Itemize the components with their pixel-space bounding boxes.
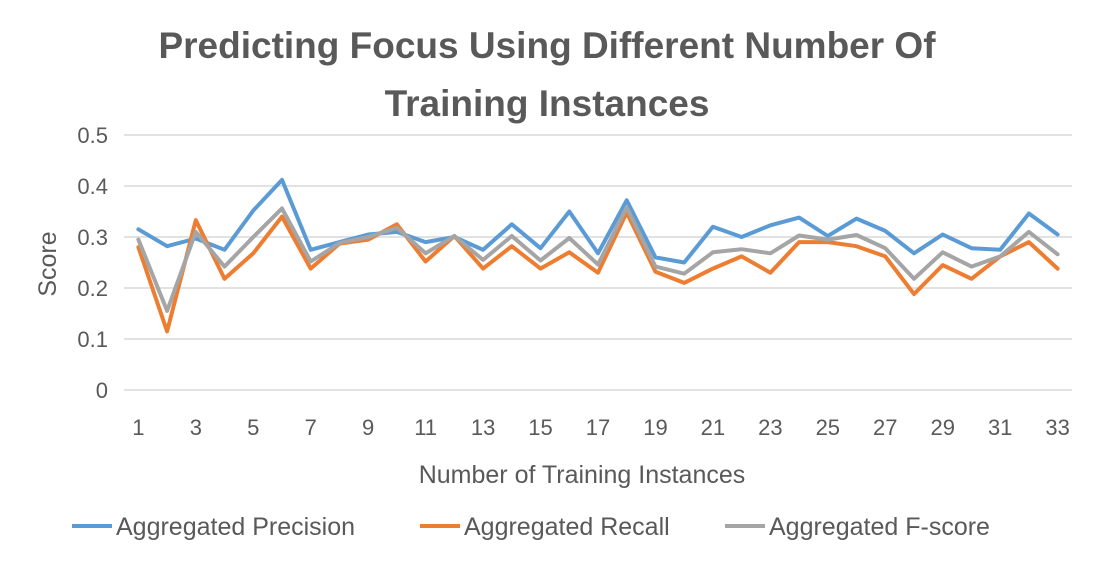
x-tick-label: 1 bbox=[132, 415, 144, 440]
series-line-aggregated-precision bbox=[136, 177, 1060, 265]
x-tick-label: 5 bbox=[247, 415, 259, 440]
chart-title-line-2: Training Instances bbox=[385, 83, 710, 124]
x-tick-label: 17 bbox=[586, 415, 610, 440]
series-lines bbox=[136, 177, 1060, 334]
x-tick-label: 21 bbox=[701, 415, 725, 440]
y-tick-label: 0 bbox=[96, 378, 108, 403]
x-axis-ticks: 1 3 5 7 9 11 13 15 17 19 21 23 25 27 29 31 33 bbox=[132, 415, 1070, 440]
legend-label-aggregated-precision: Aggregated Precision bbox=[116, 513, 355, 541]
x-axis-label: Number of Training Instances bbox=[419, 461, 746, 489]
y-axis-label: Score bbox=[34, 231, 62, 296]
legend-label-aggregated-recall: Aggregated Recall bbox=[464, 513, 670, 541]
legend-label-aggregated-f-score: Aggregated F-score bbox=[769, 513, 990, 541]
x-tick-label: 23 bbox=[758, 415, 782, 440]
x-tick-label: 19 bbox=[643, 415, 667, 440]
series-line-aggregated-f-score bbox=[136, 205, 1060, 313]
y-axis-ticks: 0 0.1 0.2 0.3 0.4 0.5 bbox=[77, 123, 108, 403]
chart-title-line-1: Predicting Focus Using Different Number … bbox=[158, 25, 936, 66]
y-tick-label: 0.3 bbox=[77, 225, 108, 250]
x-tick-label: 3 bbox=[190, 415, 202, 440]
x-tick-label: 11 bbox=[414, 415, 437, 440]
y-tick-label: 0.2 bbox=[77, 276, 108, 301]
x-tick-label: 15 bbox=[528, 415, 552, 440]
series-line-aggregated-recall bbox=[136, 210, 1060, 334]
legend: Aggregated Precision Aggregated Recall Agg… bbox=[72, 513, 990, 541]
x-tick-label: 25 bbox=[816, 415, 840, 440]
x-tick-label: 31 bbox=[988, 415, 1012, 440]
y-tick-label: 0.5 bbox=[77, 123, 108, 148]
x-tick-label: 9 bbox=[362, 415, 374, 440]
x-tick-label: 29 bbox=[930, 415, 954, 440]
x-tick-label: 27 bbox=[873, 415, 897, 440]
y-tick-label: 0.4 bbox=[77, 174, 108, 199]
gridlines bbox=[124, 134, 1072, 391]
x-tick-label: 33 bbox=[1045, 415, 1069, 440]
x-tick-label: 13 bbox=[471, 415, 495, 440]
y-tick-label: 0.1 bbox=[77, 327, 108, 352]
x-tick-label: 7 bbox=[305, 415, 317, 440]
